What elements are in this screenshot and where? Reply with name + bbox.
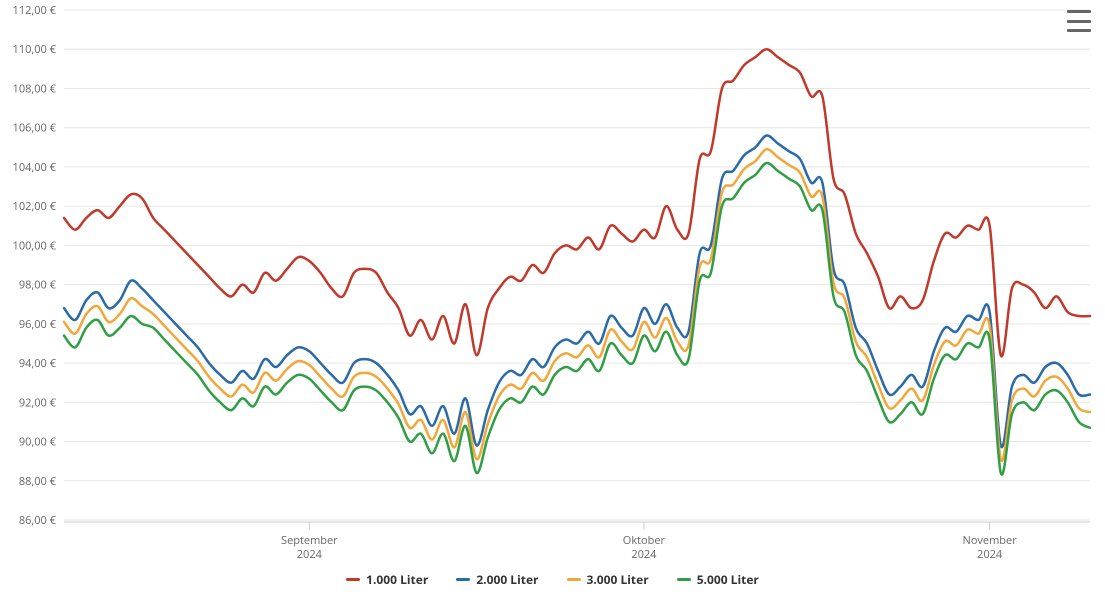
x-axis-label: November (963, 533, 1018, 548)
legend-label: 5.000 Liter (697, 571, 759, 588)
y-axis-label: 106,00 € (13, 121, 57, 136)
y-axis-label: 112,00 € (13, 3, 57, 18)
y-axis-label: 90,00 € (19, 435, 57, 450)
legend-label: 2.000 Liter (476, 571, 538, 588)
legend-item[interactable]: 2.000 Liter (456, 571, 538, 588)
price-chart: 86,00 € 88,00 € 90,00 € 92,00 € 94,00 € 96,00… (0, 0, 1105, 602)
legend-swatch (677, 578, 691, 581)
series-line[interactable] (64, 49, 1090, 356)
x-axis-label: 2024 (297, 547, 323, 562)
chart-canvas: 86,00 € 88,00 € 90,00 € 92,00 € 94,00 € 96,00… (0, 0, 1105, 602)
legend-item[interactable]: 3.000 Liter (567, 571, 649, 588)
x-axis-label: Oktober (623, 533, 666, 548)
legend-label: 3.000 Liter (587, 571, 649, 588)
y-axis-label: 104,00 € (13, 160, 57, 175)
chart-menu-button[interactable] (1067, 8, 1091, 34)
series-line[interactable] (64, 163, 1090, 475)
legend-label: 1.000 Liter (366, 571, 428, 588)
legend: 1.000 Liter 2.000 Liter 3.000 Liter 5.000 L… (0, 571, 1105, 588)
series-line[interactable] (64, 149, 1090, 461)
y-axis-label: 100,00 € (13, 238, 57, 253)
legend-item[interactable]: 5.000 Liter (677, 571, 759, 588)
y-axis-label: 88,00 € (19, 474, 57, 489)
y-axis-label: 92,00 € (19, 395, 57, 410)
legend-swatch (567, 578, 581, 581)
y-axis-label: 108,00 € (13, 81, 57, 96)
y-axis-label: 96,00 € (19, 317, 57, 332)
x-axis-label: 2024 (631, 547, 657, 562)
y-axis-label: 86,00 € (19, 513, 57, 528)
y-axis-label: 94,00 € (19, 356, 57, 371)
y-axis-label: 102,00 € (13, 199, 57, 214)
y-axis-label: 110,00 € (13, 42, 57, 57)
legend-swatch (346, 578, 360, 581)
x-axis-label: September (281, 533, 338, 548)
y-axis-label: 98,00 € (19, 278, 57, 293)
legend-swatch (456, 578, 470, 581)
legend-item[interactable]: 1.000 Liter (346, 571, 428, 588)
x-axis-label: 2024 (977, 547, 1003, 562)
